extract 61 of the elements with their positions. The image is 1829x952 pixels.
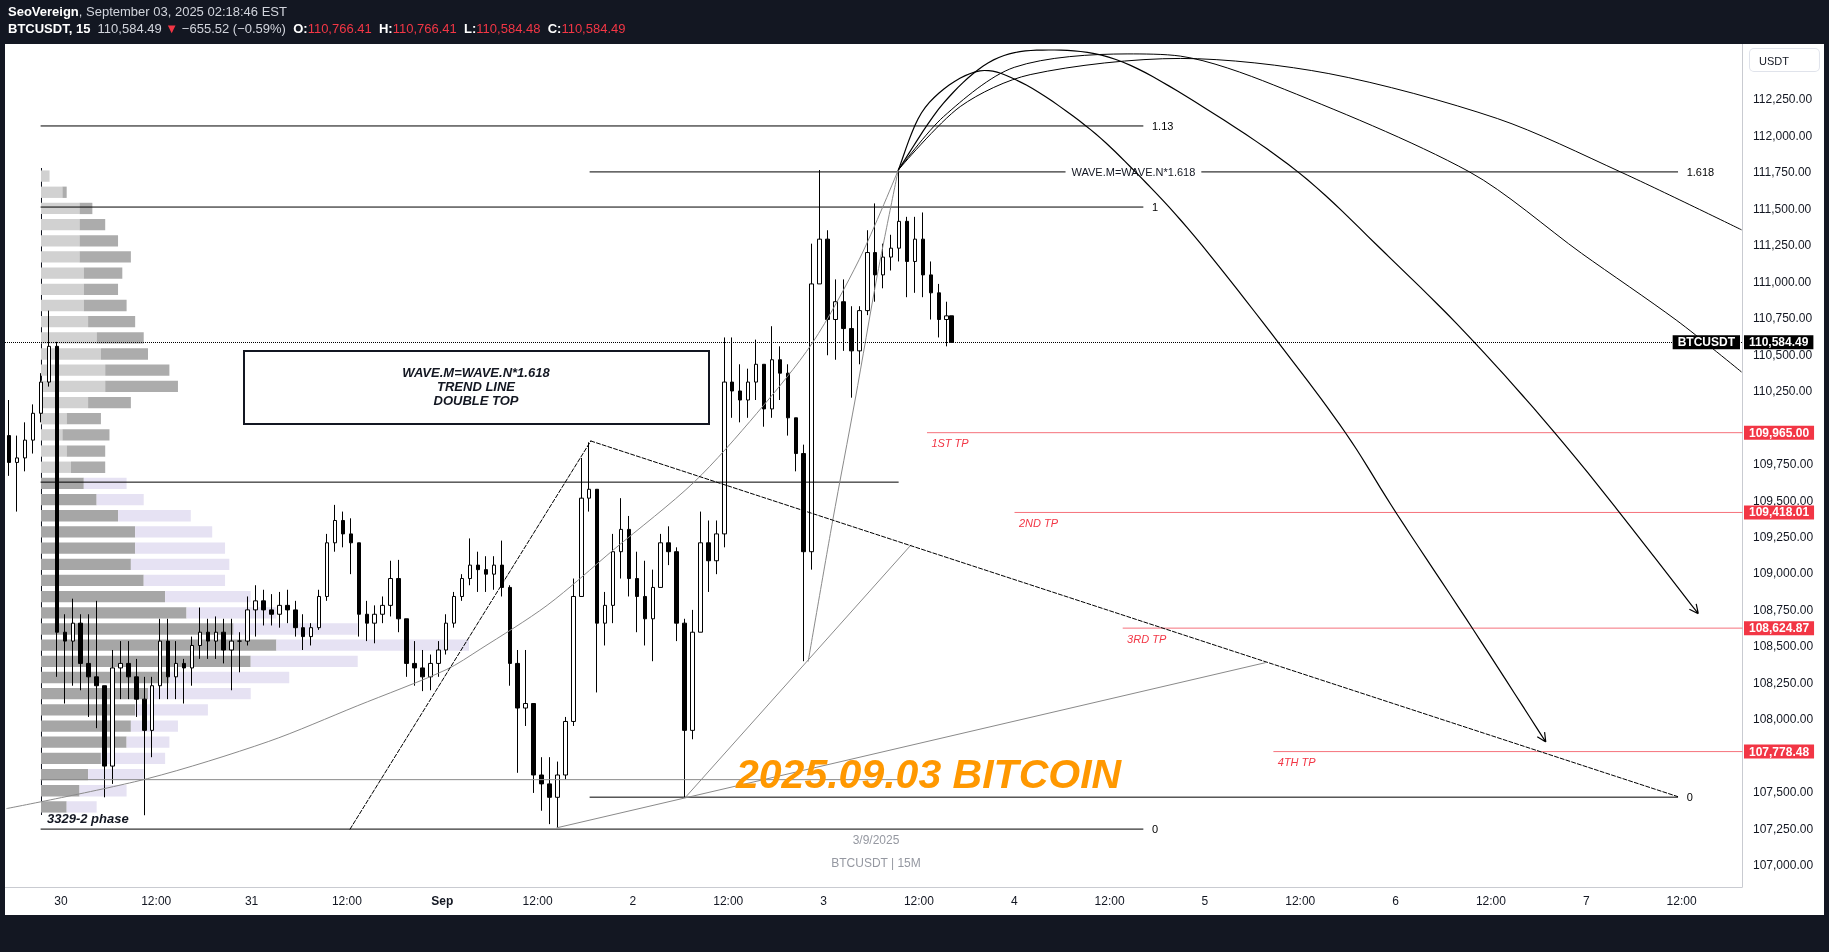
y-tick-label: 109,250.00 — [1753, 529, 1814, 544]
x-tick-label: 4 — [1010, 894, 1018, 908]
annotation: 2025.09.03 BITCOIN — [736, 751, 1122, 798]
y-tick-label: 108,500.00 — [1753, 639, 1814, 654]
y-tick-label: 111,500.00 — [1753, 201, 1812, 216]
x-tick-label: 2 — [629, 894, 637, 908]
x-tick-label: 7 — [1582, 894, 1590, 908]
y-tick-label: 110,750.00 — [1753, 311, 1813, 326]
data-label: 107,778.48 — [1749, 744, 1810, 759]
y-tick-label: 111,250.00 — [1753, 238, 1812, 253]
y-tick-label: 110,250.00 — [1753, 384, 1813, 399]
data-label: 109,418.01 — [1749, 505, 1810, 520]
y-tick-label: 108,750.00 — [1753, 602, 1814, 617]
x-tick-label: 12:00 — [141, 894, 172, 908]
y-tick-label: 109,000.00 — [1753, 566, 1814, 581]
x-tick-label: 12:00 — [522, 894, 553, 908]
x-tick-label: Sep — [431, 894, 454, 908]
y-tick-label: 111,750.00 — [1753, 165, 1812, 180]
y-axis-title: USDT — [1759, 54, 1790, 67]
y-tick-label: 109,500.00 — [1753, 493, 1814, 508]
series-label: 0 — [1151, 823, 1159, 836]
series-label: 2ND TP — [1017, 516, 1059, 529]
x-tick-label: 30 — [54, 894, 68, 908]
chart-title: SeoVereign, September 03, 2025 02:18:46 EST — [8, 4, 287, 19]
series-label: 1.618 — [1686, 165, 1715, 178]
x-tick-label: 31 — [244, 894, 259, 908]
annotation: BTCUSDT | 15M — [831, 856, 921, 870]
x-tick-label: 5 — [1201, 894, 1209, 908]
series-label: 4TH TP — [1277, 756, 1317, 769]
x-tick-label: 12:00 — [1475, 894, 1507, 908]
y-tick-label: 108,000.00 — [1753, 712, 1814, 727]
x-tick-label: 3 — [820, 894, 828, 908]
x-tick-label: 12:00 — [1666, 894, 1697, 908]
data-label: 109,965.00 — [1749, 425, 1810, 440]
series-label: 1 — [1151, 201, 1159, 214]
series-label: 1ST TP — [931, 437, 970, 450]
y-tick-label: 112,000.00 — [1753, 128, 1813, 143]
y-tick-label: 112,250.00 — [1753, 92, 1813, 107]
annotation: 110,584.49 — [1749, 335, 1809, 350]
data-label: 108,624.87 — [1749, 621, 1810, 636]
series-label: 1.13 — [1151, 119, 1174, 132]
x-tick-label: 12:00 — [1094, 894, 1125, 908]
y-tick-label: 107,000.00 — [1753, 858, 1814, 873]
y-tick-label: 111,000.00 — [1753, 274, 1812, 289]
ref-line-label: BTCUSDT — [1677, 335, 1736, 350]
series-label: 0 — [1686, 791, 1693, 804]
x-tick-label: 6 — [1392, 894, 1400, 908]
x-tick-label: 12:00 — [1285, 894, 1316, 908]
x-tick-label: 12:00 — [903, 894, 935, 908]
y-tick-label: 107,250.00 — [1753, 821, 1814, 836]
x-tick-label: 12:00 — [331, 894, 363, 908]
y-tick-label: 109,750.00 — [1753, 457, 1814, 472]
y-tick-label: 110,500.00 — [1753, 347, 1813, 362]
annotation: 3329-2 phase — [47, 811, 129, 826]
x-tick-label: 12:00 — [713, 894, 744, 908]
y-tick-label: 108,250.00 — [1753, 675, 1814, 690]
annotation: WAVE.M=WAVE.N*1.618 TREND LINE DOUBLE TOP — [402, 365, 550, 408]
series-label: 3RD TP — [1127, 632, 1167, 645]
text: BTCUSDT, 15 110,584.49 ▼ −655.52 (−0.59%) O:110,766.41 H:110,766.41 L:110,584.48 C:110,584.49 — [8, 21, 626, 36]
y-tick-label: 107,500.00 — [1753, 785, 1814, 800]
annotation: 3/9/2025 — [852, 833, 900, 847]
